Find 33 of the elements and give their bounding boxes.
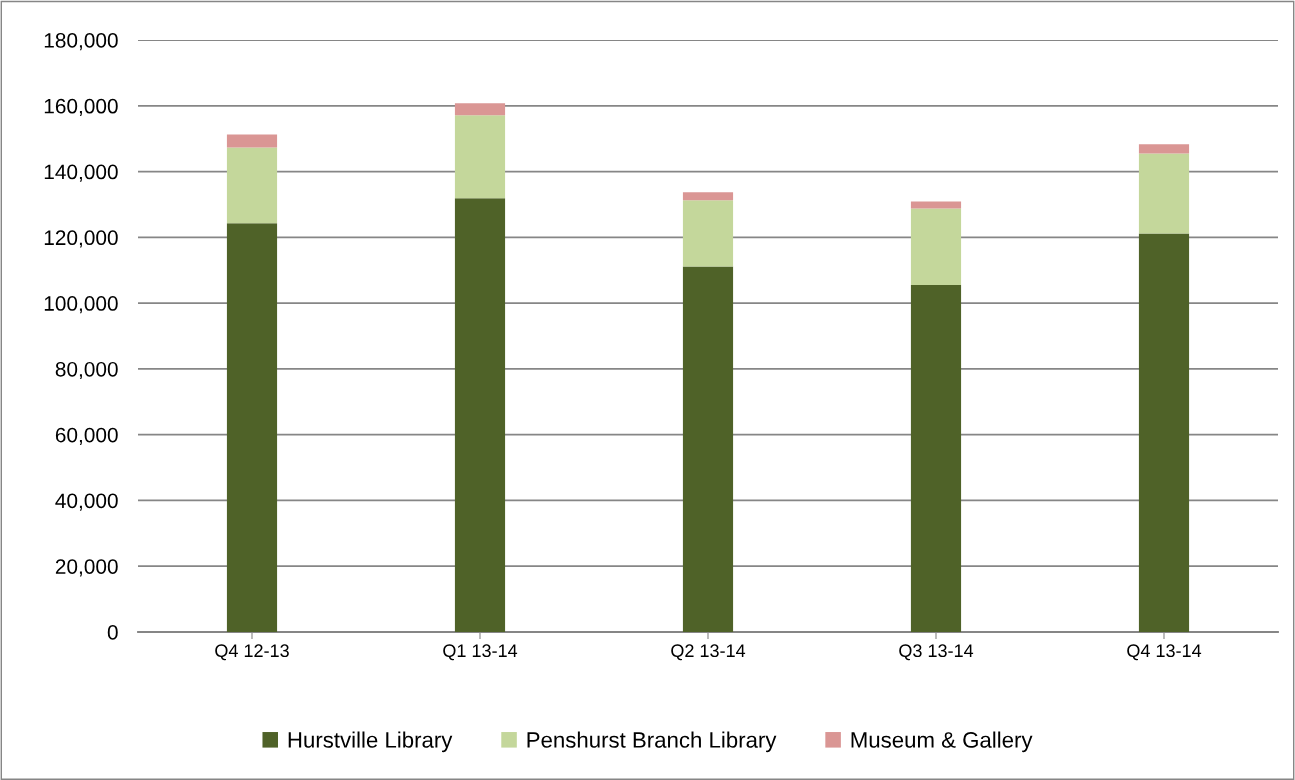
bar <box>454 198 506 632</box>
bar <box>1138 233 1190 632</box>
bar <box>910 201 962 209</box>
bar <box>682 192 734 201</box>
bar <box>226 134 278 148</box>
y-tick-label: 120,000 <box>44 230 118 248</box>
y-tick-label: 160,000 <box>44 98 118 116</box>
x-tick-label: Q2 13-14 <box>671 644 746 661</box>
bar <box>910 208 962 286</box>
legend-label: Museum & Gallery <box>851 731 1033 753</box>
y-tick-label: 80,000 <box>55 361 118 380</box>
y-tick-label: 40,000 <box>55 493 118 511</box>
bar <box>910 285 962 632</box>
x-tick-label: Q3 13-14 <box>899 644 974 661</box>
x-tick-label: Q4 13-14 <box>1127 644 1202 661</box>
x-tick-label: Q4 12-13 <box>215 644 289 661</box>
bar <box>454 115 506 199</box>
y-tick-label: 20,000 <box>55 559 118 577</box>
y-tick-label: 0 <box>107 625 118 640</box>
bar <box>682 200 734 267</box>
y-tick-label: 140,000 <box>44 164 118 182</box>
bar <box>454 103 506 116</box>
bar <box>226 147 278 224</box>
bar <box>1138 153 1190 234</box>
y-tick-label: 60,000 <box>55 427 118 445</box>
bar <box>226 223 278 632</box>
legend-label: Hurstville Library <box>288 731 453 753</box>
legend-label: Penshurst Branch Library <box>527 731 777 753</box>
y-tick-label: 100,000 <box>44 296 118 314</box>
bar <box>1138 144 1190 154</box>
y-tick-label: 180,000 <box>44 33 118 51</box>
bar <box>682 266 734 632</box>
x-tick-label: Q1 13-14 <box>443 644 518 661</box>
